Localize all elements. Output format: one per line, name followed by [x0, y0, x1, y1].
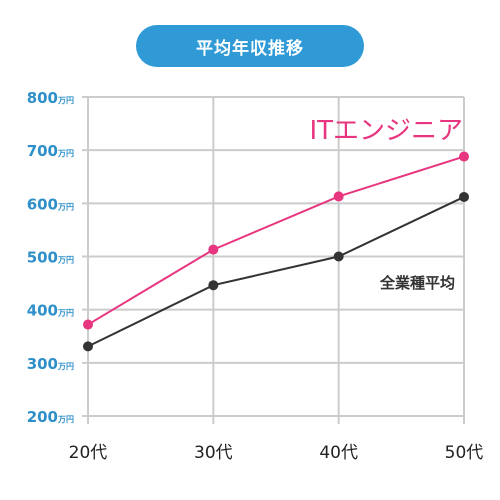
data-point-s1-1: [208, 280, 219, 291]
x-tick-label-2: 40代: [319, 443, 358, 463]
y-tick-label-400: 400万円: [27, 302, 74, 320]
chart-title: 平均年収推移: [136, 25, 364, 67]
data-point-s0-0: [83, 319, 93, 330]
y-tick-label-200: 200万円: [27, 408, 74, 426]
data-point-s1-0: [83, 341, 93, 352]
data-point-s0-1: [208, 244, 219, 255]
x-tick-label-0: 20代: [69, 443, 108, 463]
y-tick-label-600: 600万円: [27, 195, 74, 213]
data-point-s0-2: [333, 191, 344, 202]
y-tick-label-800: 800万円: [27, 89, 74, 107]
series-label-it-engineer: ITエンジニア: [309, 116, 463, 146]
series-line-0: [87, 155, 465, 326]
y-tick-label-300: 300万円: [27, 355, 74, 373]
y-tick-label-700: 700万円: [27, 142, 74, 160]
series-line-1: [87, 196, 465, 348]
series-label-all-industry: 全業種平均: [379, 274, 455, 292]
x-tick-label-3: 50代: [445, 443, 484, 463]
x-tick-label-1: 30代: [194, 443, 233, 463]
data-point-s0-3: [459, 151, 469, 162]
data-point-s1-3: [459, 191, 469, 202]
data-point-s1-2: [333, 251, 344, 262]
y-tick-label-500: 500万円: [27, 249, 74, 267]
